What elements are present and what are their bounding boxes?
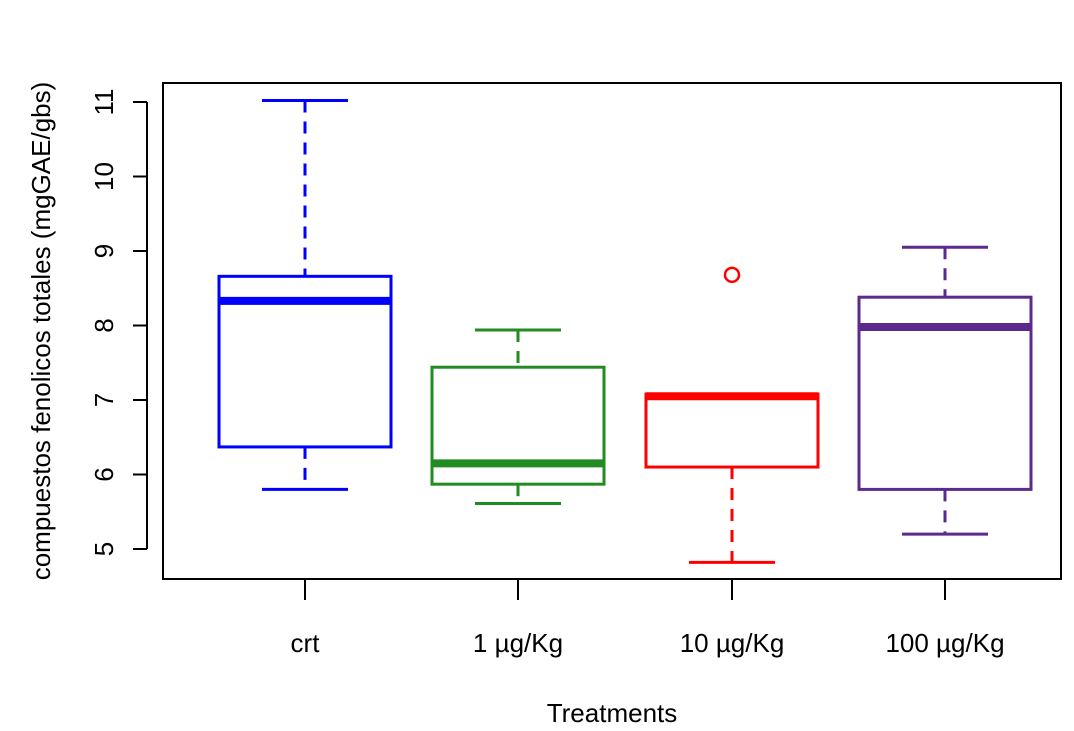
- x-tick-label: 100 µg/Kg: [885, 628, 1004, 658]
- box-rect: [644, 392, 820, 469]
- box-4: [857, 245, 1033, 536]
- y-tick-label: 11: [89, 89, 119, 116]
- boxes-group: [217, 99, 1033, 564]
- x-axis: crt 1 µg/Kg 10 µg/Kg 100 µg/Kg: [291, 579, 1005, 658]
- outlier-point: [723, 266, 741, 284]
- y-tick-label: 8: [89, 318, 119, 332]
- x-axis-title: Treatments: [547, 698, 678, 728]
- y-axis: 5 6 7 8 9 10 11: [89, 89, 148, 556]
- x-tick-label: crt: [291, 628, 321, 658]
- y-axis-title: compuestos fenolicos totales (mgGAE/gbs): [26, 82, 56, 581]
- x-tick-label: 10 µg/Kg: [680, 628, 785, 658]
- box-1: [217, 99, 393, 491]
- y-tick-label: 7: [89, 393, 119, 407]
- y-tick-label: 6: [89, 467, 119, 481]
- box-3: [644, 266, 820, 564]
- box-rect: [430, 365, 606, 486]
- box-rect: [217, 274, 393, 449]
- x-tick-label: 1 µg/Kg: [473, 628, 563, 658]
- y-tick-label: 9: [89, 244, 119, 258]
- box-2: [430, 328, 606, 506]
- y-tick-label: 5: [89, 542, 119, 556]
- plot-frame: [162, 82, 1062, 580]
- box-rect: [857, 295, 1033, 491]
- y-tick-label: 10: [89, 162, 119, 191]
